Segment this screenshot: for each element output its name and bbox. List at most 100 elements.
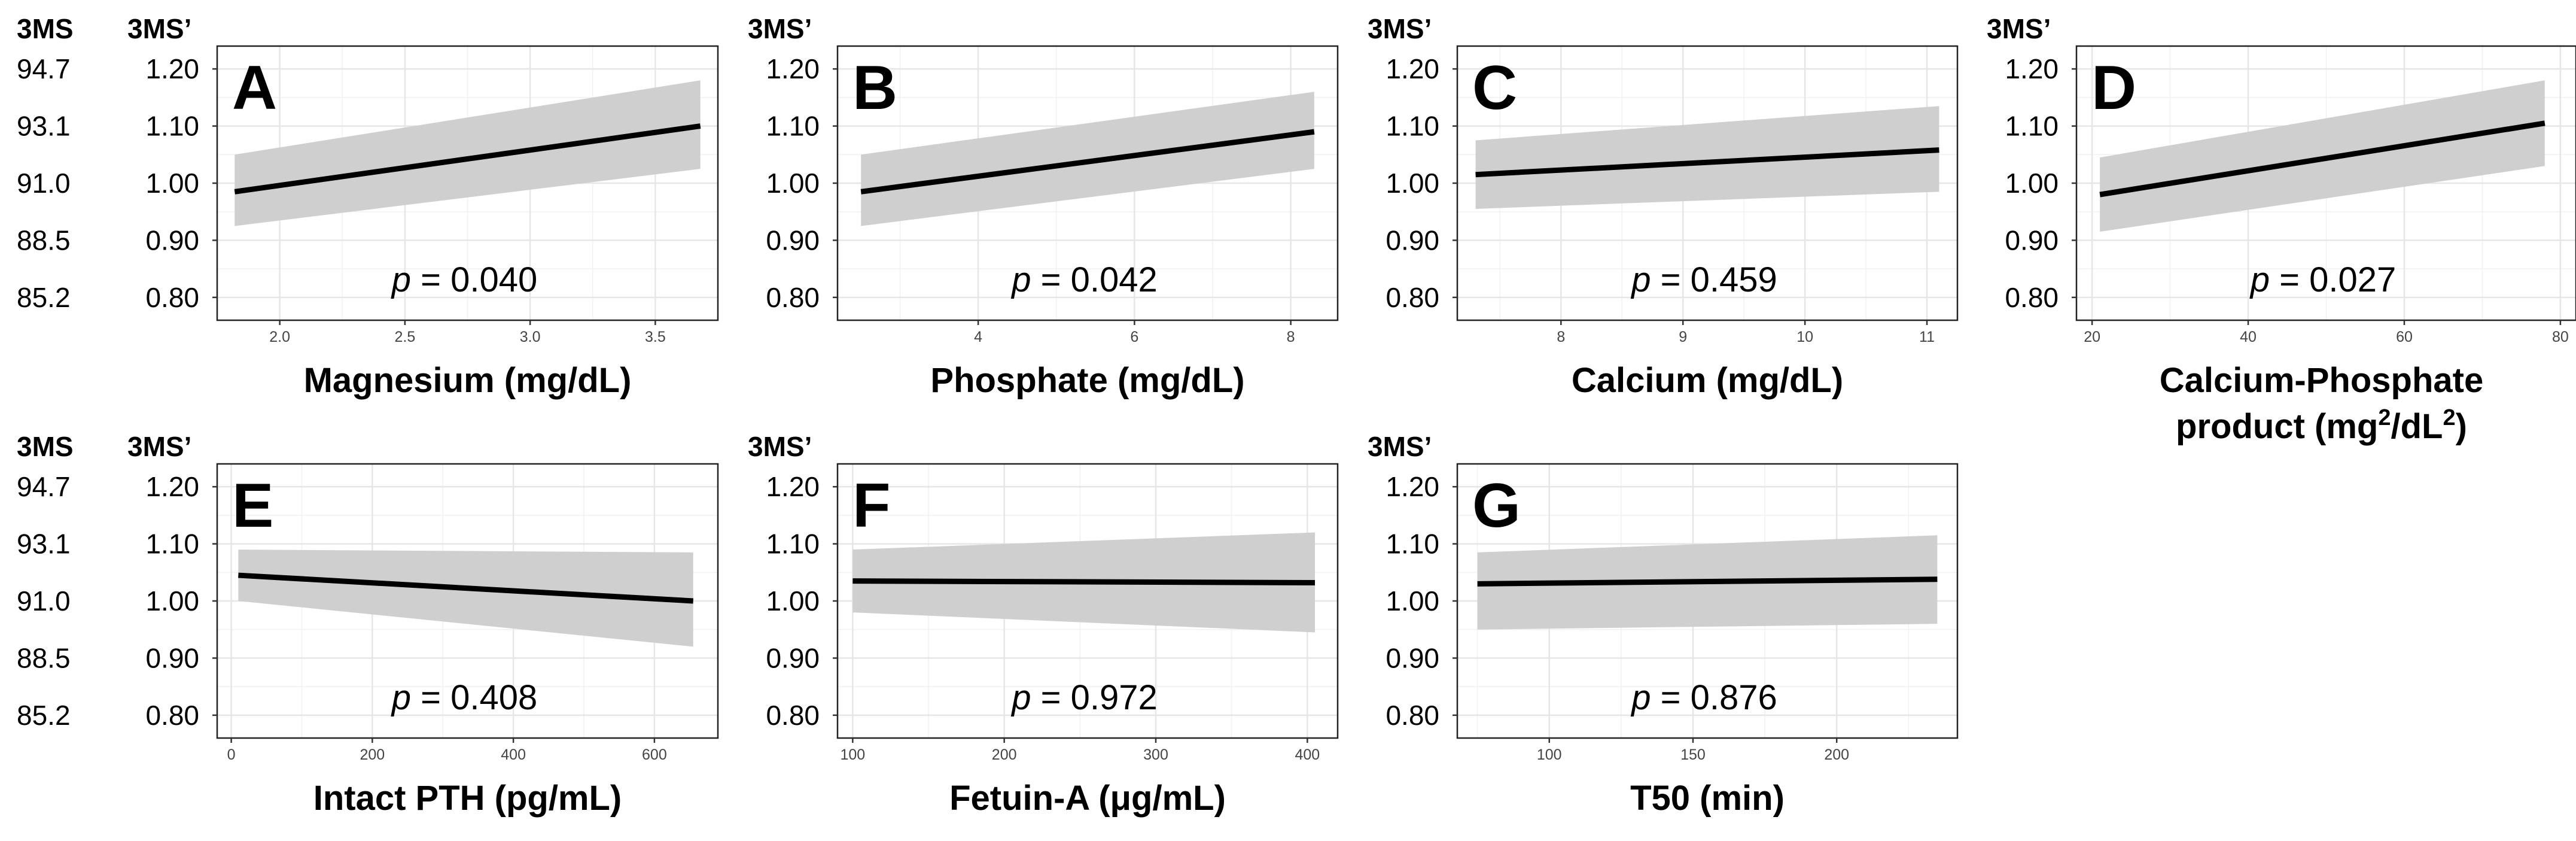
y-axis-heading: 3MS’ [127,13,191,44]
regression-line [238,572,693,604]
x-tick-label: 2.5 [394,329,415,345]
x-tick-label: 20 [2084,329,2100,345]
y-axis-heading: 3MS’ [1987,13,2051,44]
y-tick-label: 1.20 [766,471,820,502]
y-tick-label: 0.90 [766,642,820,673]
x-tick-label: 100 [840,746,865,763]
x-axis-label: T50 (min) [1630,779,1785,818]
y-tick-label: 1.20 [2005,53,2059,84]
p-symbol: p [2249,260,2270,299]
p-value-label: p = 0.027 [2249,260,2397,299]
p-value-label: p = 0.459 [1630,260,1777,299]
y-tick-label: 1.00 [2005,168,2059,199]
y2-tick-label: 88.5 [17,224,71,256]
y-tick-label: 1.20 [1386,53,1439,84]
y-tick-label: 0.90 [145,224,199,256]
x-axis-label: Intact PTH (pg/mL) [313,779,622,818]
y-tick-label: 1.00 [766,585,820,617]
p-value-label: p = 0.042 [1010,260,1158,299]
y-tick-label: 0.90 [1386,642,1439,673]
x-tick-label: 100 [1537,746,1562,763]
y-tick-label: 1.00 [145,168,199,199]
p-equals: = 0.027 [2270,260,2396,299]
x-tick-label: 400 [501,746,526,763]
y-tick-label: 1.20 [1386,471,1439,502]
panel-letter: F [852,471,891,541]
y2-tick-label: 85.2 [17,700,71,731]
p-equals: = 0.040 [411,260,537,299]
regression-line [2099,120,2545,198]
y2-tick-label: 91.0 [17,168,71,199]
x-tick-label: 150 [1680,746,1706,763]
x-axis-label: Magnesium (mg/dL) [304,361,632,400]
y2-tick-label: 91.0 [17,585,71,617]
x-tick-label: 600 [642,746,667,763]
x-tick-label: 400 [1295,746,1320,763]
regression-line [1475,147,1939,178]
y-tick-label: 0.90 [145,642,199,673]
y2-tick-label: 85.2 [17,282,71,313]
x-tick-label: 80 [2552,329,2569,345]
x-tick-label: 11 [1919,329,1935,345]
y2-tick-label: 93.1 [17,529,71,560]
y-tick-label: 1.10 [1386,111,1439,142]
p-value-label: p = 0.876 [1630,678,1777,717]
x-tick-label: 2.0 [269,329,290,345]
y2-axis-heading: 3MS [17,13,74,44]
panel-letter: G [1472,471,1521,541]
y-tick-label: 1.00 [145,585,199,617]
x-tick-label: 4 [974,329,982,345]
y-axis-heading: 3MS’ [748,431,812,462]
p-symbol: p [391,260,411,299]
p-equals: = 0.042 [1031,260,1158,299]
x-tick-label: 3.5 [645,329,666,345]
x-axis-label: Calcium (mg/dL) [1572,361,1843,400]
y-tick-label: 0.90 [1386,224,1439,256]
panel-letter: B [852,53,897,123]
confidence-band [1475,106,1939,209]
y-tick-label: 1.00 [1386,585,1439,617]
confidence-band [2100,80,2545,232]
panel-d: Dp = 0.027 1.20 1.10 1.00 0.90 0.80 3MS’ 20 40 60… [1987,13,2576,446]
x-tick-label: 8 [1557,329,1565,345]
y-tick-label: 1.20 [145,471,199,502]
panel-a: Ap = 0.040 1.20 1.10 1.00 0.90 0.80 94.7 93.1 91… [17,13,719,400]
confidence-band [238,549,693,647]
y-tick-label: 1.10 [766,111,820,142]
regression-line [860,129,1315,195]
y-tick-label: 0.80 [145,282,199,313]
y-tick-label: 1.10 [145,529,199,560]
confidence-band [861,92,1314,226]
p-equals: = 0.972 [1031,678,1158,717]
y2-tick-label: 93.1 [17,111,71,142]
x-axis-label-line1: Calcium-Phosphate [2160,361,2483,400]
p-symbol: p [1630,678,1651,717]
regression-line [1477,576,1938,587]
y-tick-label: 0.80 [766,700,820,731]
y-tick-label: 1.20 [766,53,820,84]
x-axis-label-line2: product (mg2/dL2) [2176,405,2467,446]
x-tick-label: 8 [1287,329,1295,345]
y-tick-label: 0.80 [145,700,199,731]
panel-e: Ep = 0.408 1.20 1.10 1.00 0.90 0.80 94.7 93.1 91… [17,431,719,818]
panel-letter: A [232,53,277,123]
x-tick-label: 10 [1796,329,1813,345]
y-tick-label: 1.10 [2005,111,2059,142]
p-value-label: p = 0.972 [1010,678,1158,717]
p-symbol: p [1630,260,1651,299]
x-tick-label: 200 [1824,746,1849,763]
y-tick-label: 0.90 [766,224,820,256]
p-equals: = 0.408 [411,678,537,717]
y2-axis-heading: 3MS [17,431,74,462]
y-axis-heading: 3MS’ [1368,431,1432,462]
x-axis-label: Fetuin-A (μg/mL) [949,779,1226,818]
panel-letter: E [232,471,273,541]
p-symbol: p [1010,260,1031,299]
regression-line [852,578,1316,585]
p-symbol: p [1010,678,1031,717]
regression-line [234,123,701,195]
y2-tick-label: 94.7 [17,53,71,84]
y2-tick-label: 88.5 [17,642,71,673]
y2-tick-label: 94.7 [17,471,71,502]
x-tick-label: 300 [1143,746,1168,763]
